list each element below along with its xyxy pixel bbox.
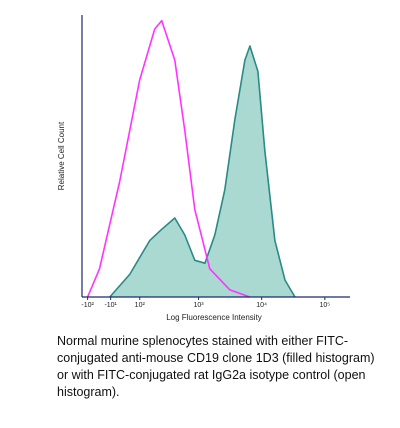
caption-line: conjugated anti-mouse CD19 clone 1D3 (fi… [57,351,375,365]
x-tick-label: 10² [135,302,146,309]
x-tick-label: 10⁵ [320,302,331,309]
caption-line: Normal murine splenocytes stained with e… [57,334,348,348]
x-tick-label: 10⁴ [256,302,267,309]
caption-line: or with FITC-conjugated rat IgG2a isotyp… [57,368,366,382]
x-tick-label: -10¹ [104,302,117,309]
x-tick-label: -10² [81,302,94,309]
x-tick-label: 10³ [193,302,204,309]
histogram-area [109,46,295,297]
caption-line: histogram). [57,385,120,399]
x-axis-title: Log Fluorescence Intensity [166,313,262,322]
y-axis-title: Relative Cell Count [57,121,66,190]
histogram-line [86,19,251,298]
histogram-line [109,45,296,298]
